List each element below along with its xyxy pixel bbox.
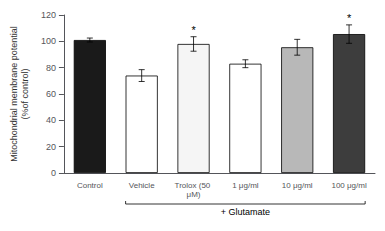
svg-text:20: 20 <box>46 142 56 152</box>
svg-text:100: 100 <box>41 36 56 46</box>
svg-text:100 μg/ml: 100 μg/ml <box>331 181 367 190</box>
svg-text:0: 0 <box>51 168 56 178</box>
svg-text:Trolox (50: Trolox (50 <box>175 181 213 190</box>
svg-text:120: 120 <box>41 10 56 20</box>
svg-text:*: * <box>191 24 196 36</box>
svg-text:*: * <box>347 12 352 24</box>
svg-text:+ Glutamate: + Glutamate <box>221 207 270 217</box>
svg-text:Vehicle: Vehicle <box>129 181 155 190</box>
svg-text:10 μg/ml: 10 μg/ml <box>282 181 313 190</box>
svg-text:Mitochondrial membrane potenti: Mitochondrial membrane potential <box>9 26 19 162</box>
svg-text:Control: Control <box>77 181 103 190</box>
svg-text:(%of control): (%of control) <box>20 68 30 119</box>
svg-text:1 μg/ml: 1 μg/ml <box>232 181 259 190</box>
svg-text:80: 80 <box>46 63 56 73</box>
svg-text:60: 60 <box>46 89 56 99</box>
svg-text:μM): μM) <box>187 190 201 199</box>
svg-text:40: 40 <box>46 115 56 125</box>
